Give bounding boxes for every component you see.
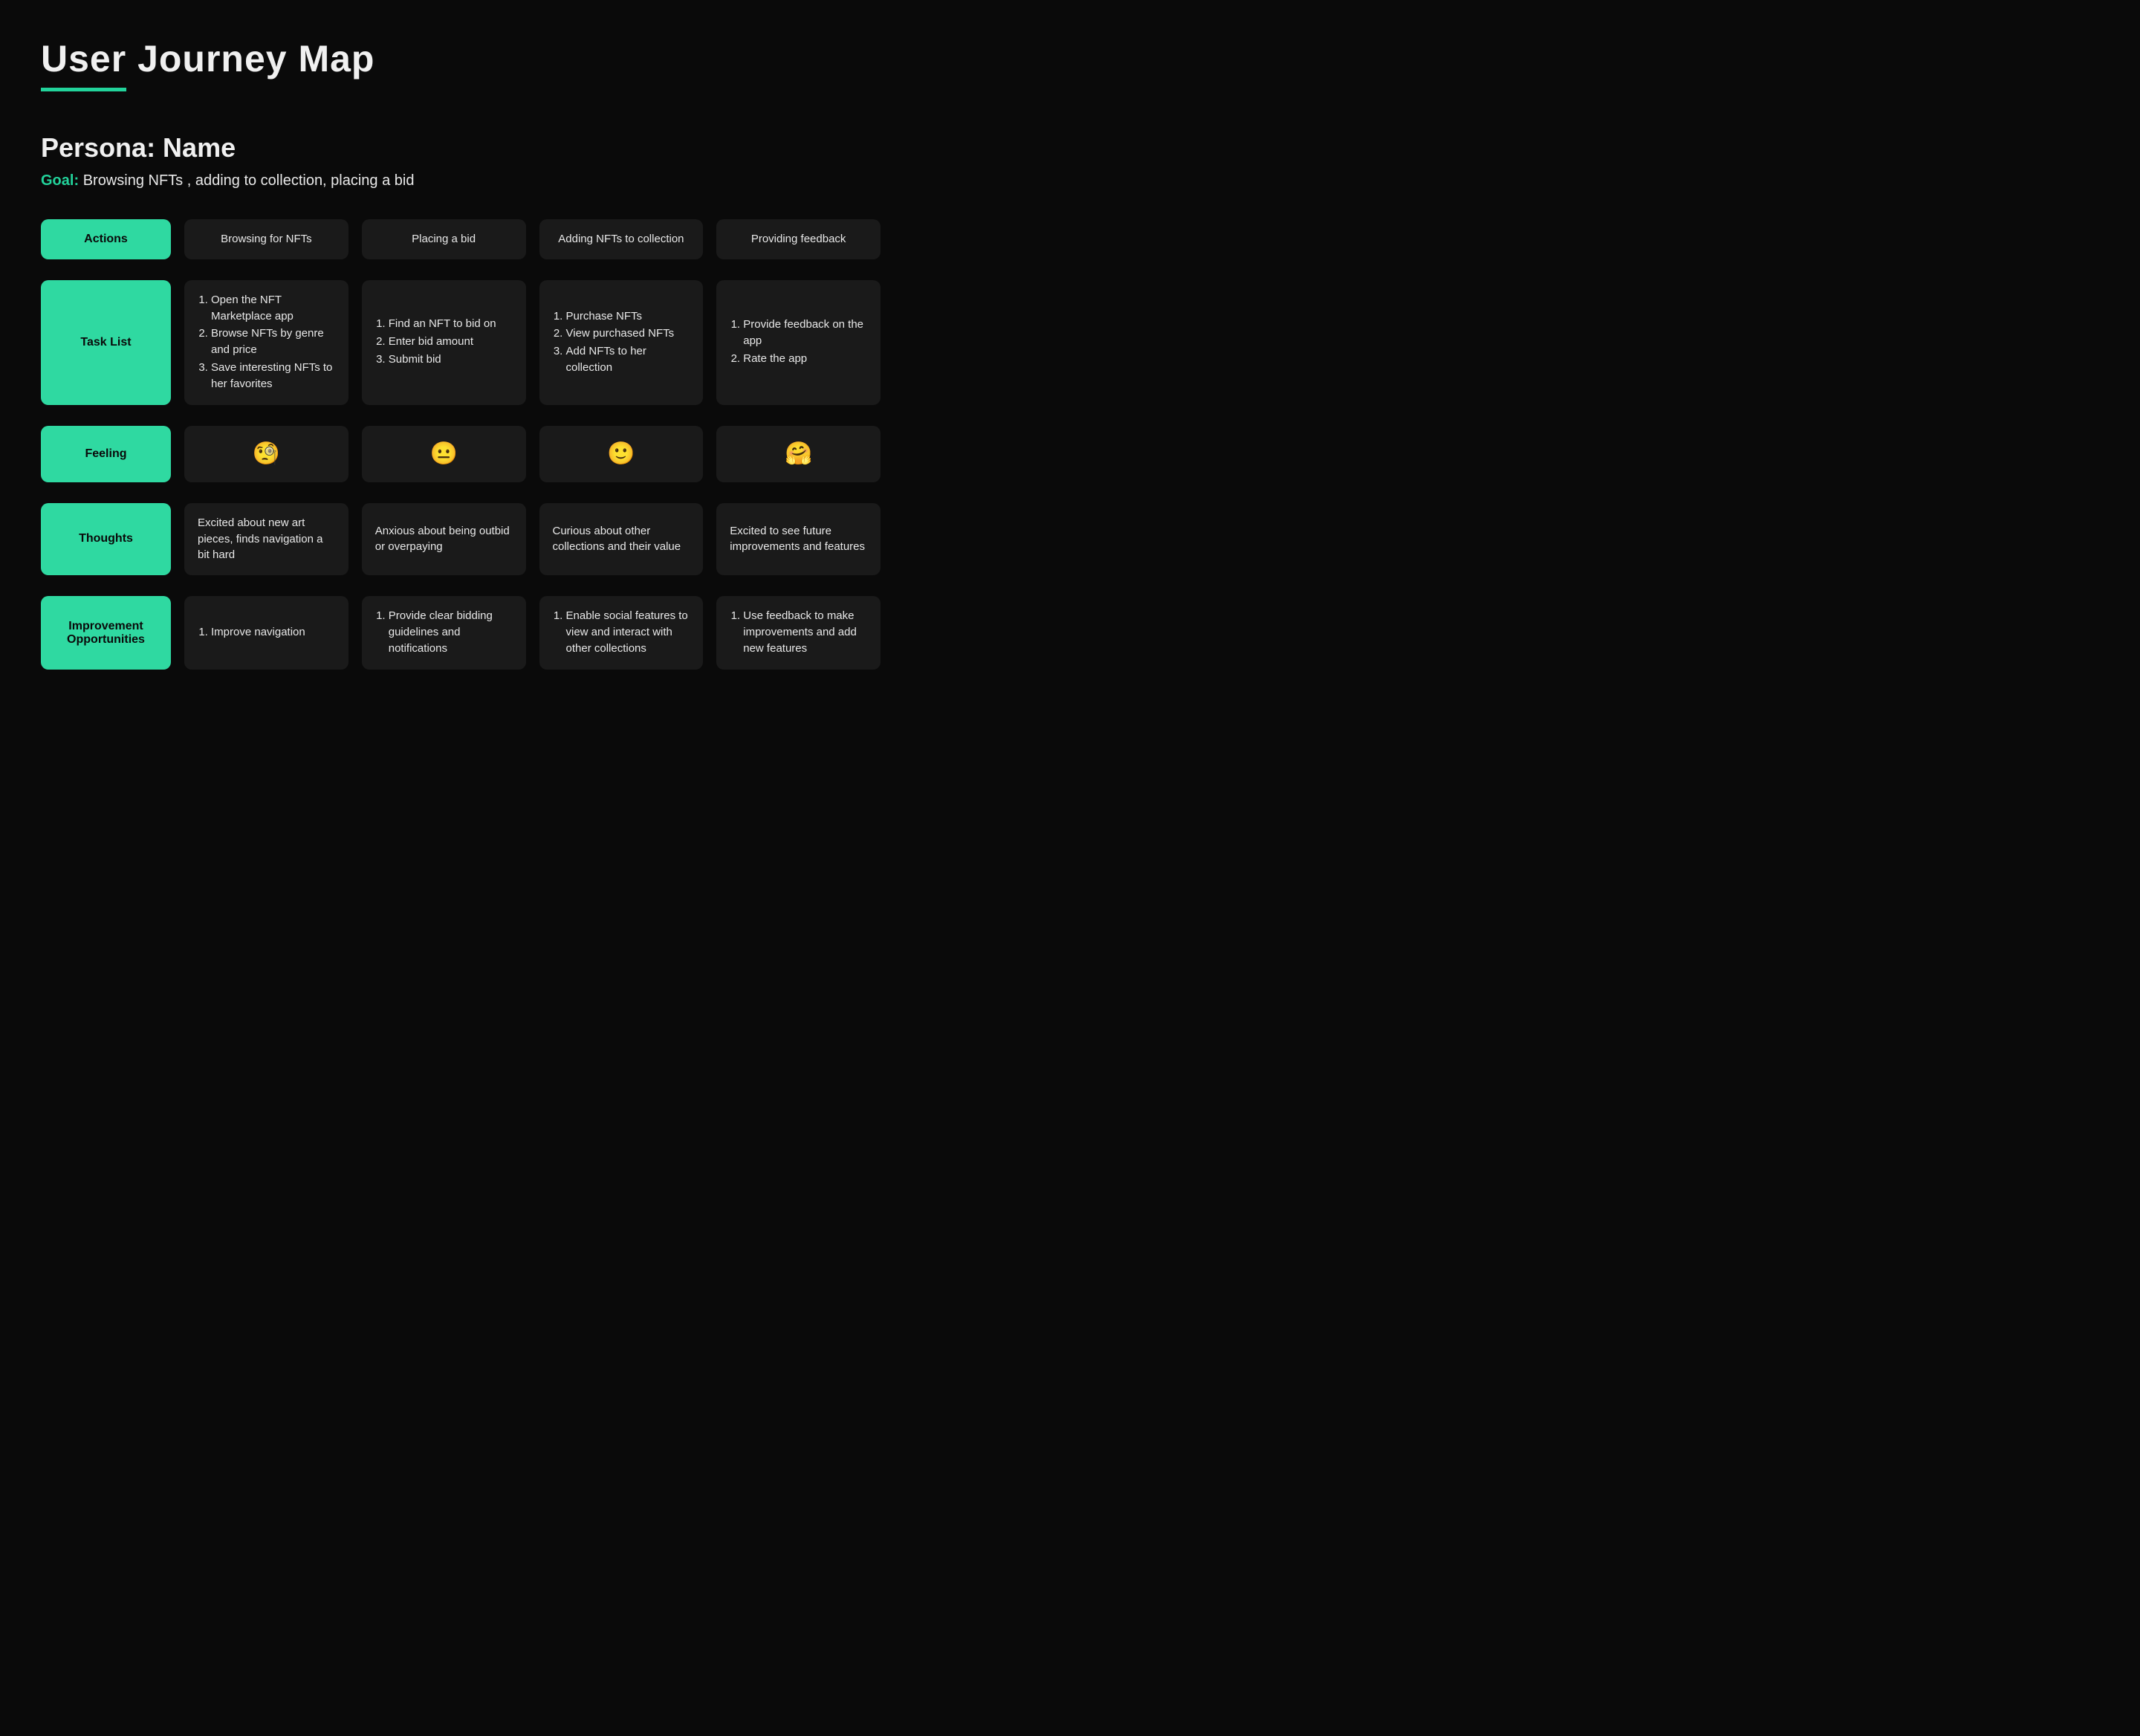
improvement-item: Improve navigation [211,624,335,641]
thoughts-cell: Curious about other collections and thei… [539,503,704,575]
thoughts-cell: Excited to see future improvements and f… [716,503,881,575]
improvement-list: Improve navigation [198,624,335,642]
feeling-cell: 😐 [362,426,526,482]
task-item: Rate the app [743,351,867,367]
task-list: Provide feedback on the app Rate the app [730,317,867,368]
task-cell: Provide feedback on the app Rate the app [716,280,881,406]
task-cell: Purchase NFTs View purchased NFTs Add NF… [539,280,704,406]
improvement-list: Enable social features to view and inter… [553,608,690,658]
improvement-cell: Provide clear bidding guidelines and not… [362,596,526,670]
goal-label: Goal: [41,172,79,189]
task-item: Submit bid [389,352,513,368]
row-label-feeling: Feeling [41,426,171,482]
action-cell: Providing feedback [716,219,881,259]
action-cell: Browsing for NFTs [184,219,348,259]
task-item: Open the NFT Marketplace app [211,292,335,325]
feeling-emoji-icon: 😐 [429,438,457,470]
improvement-item: Provide clear bidding guidelines and not… [389,608,513,656]
persona-heading: Persona: Name [41,132,881,163]
thoughts-cell: Anxious about being outbid or overpaying [362,503,526,575]
improvement-item: Use feedback to make improvements and ad… [743,608,867,656]
task-item: Find an NFT to bid on [389,316,513,332]
row-label-tasks: Task List [41,280,171,406]
feeling-emoji-icon: 🧐 [253,438,280,470]
feeling-cell: 🙂 [539,426,704,482]
row-label-actions: Actions [41,219,171,259]
journey-grid: Actions Browsing for NFTs Placing a bid … [41,219,881,670]
title-underline [41,88,126,91]
task-list: Purchase NFTs View purchased NFTs Add NF… [553,308,690,378]
improvement-cell: Improve navigation [184,596,348,670]
feeling-cell: 🤗 [716,426,881,482]
improvement-list: Use feedback to make improvements and ad… [730,608,867,658]
improvement-cell: Use feedback to make improvements and ad… [716,596,881,670]
task-item: Add NFTs to her collection [566,343,690,376]
task-item: Browse NFTs by genre and price [211,326,335,358]
task-cell: Find an NFT to bid on Enter bid amount S… [362,280,526,406]
action-cell: Placing a bid [362,219,526,259]
improvement-list: Provide clear bidding guidelines and not… [375,608,513,658]
task-cell: Open the NFT Marketplace app Browse NFTs… [184,280,348,406]
page-title: User Journey Map [41,37,881,80]
goal-row: Goal: Browsing NFTs , adding to collecti… [41,172,881,190]
action-cell: Adding NFTs to collection [539,219,704,259]
row-label-improvement: Improvement Opportunities [41,596,171,670]
task-list: Find an NFT to bid on Enter bid amount S… [375,316,513,369]
improvement-item: Enable social features to view and inter… [566,608,690,656]
feeling-emoji-icon: 🙂 [607,438,635,470]
goal-text: Browsing NFTs , adding to collection, pl… [83,172,415,189]
improvement-cell: Enable social features to view and inter… [539,596,704,670]
task-item: Purchase NFTs [566,308,690,325]
row-label-thoughts: Thoughts [41,503,171,575]
task-list: Open the NFT Marketplace app Browse NFTs… [198,292,335,394]
task-item: Enter bid amount [389,334,513,350]
thoughts-cell: Excited about new art pieces, finds navi… [184,503,348,575]
feeling-emoji-icon: 🤗 [785,438,812,470]
feeling-cell: 🧐 [184,426,348,482]
task-item: View purchased NFTs [566,326,690,342]
task-item: Save interesting NFTs to her favorites [211,360,335,392]
task-item: Provide feedback on the app [743,317,867,349]
